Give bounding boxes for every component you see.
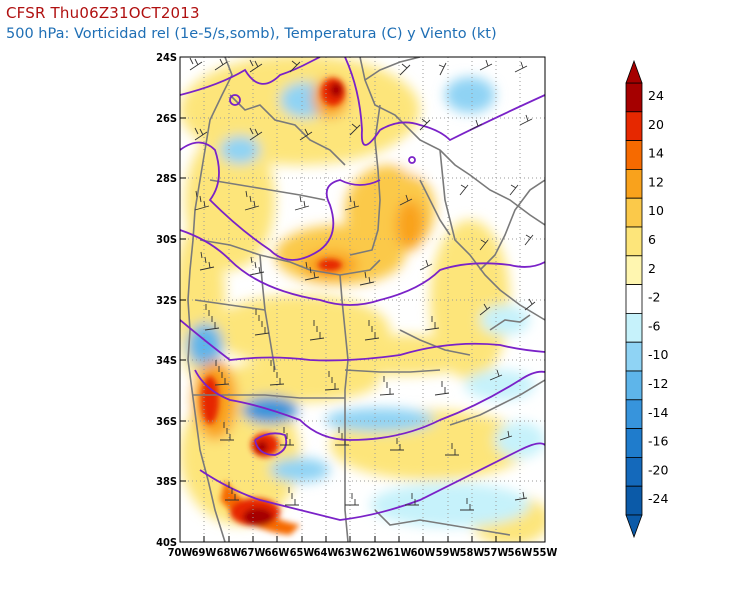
lat-label: 40S <box>156 536 177 549</box>
colorbar-bottom-arrow <box>625 514 643 539</box>
chart-title: CFSR Thu06Z31OCT2013 <box>6 4 200 22</box>
lon-label: 62W <box>363 546 388 559</box>
lat-label: 34S <box>156 354 177 367</box>
lat-label: 28S <box>156 172 177 185</box>
lat-label: 30S <box>156 233 177 246</box>
colorbar: 24 20 14 12 10 6 2 -2 -6 -10 -12 -14 -16 -20 -24 <box>625 59 668 539</box>
boundaries <box>187 57 545 542</box>
lon-label: 70W <box>168 546 193 559</box>
colorbar-swatch <box>625 428 643 458</box>
colorbar-label: 6 <box>648 232 656 247</box>
lat-label: 36S <box>156 415 177 428</box>
colorbar-top-arrow <box>625 59 643 84</box>
colorbar-label: -12 <box>648 376 668 391</box>
colorbar-label: 10 <box>648 203 664 218</box>
colorbar-label: 12 <box>648 174 664 189</box>
colorbar-swatch <box>625 284 643 314</box>
colorbar-swatch <box>625 485 643 516</box>
colorbar-swatch <box>625 111 643 142</box>
lon-label: 57W <box>484 546 509 559</box>
temperature-contours <box>180 57 545 521</box>
lat-label: 24S <box>156 51 177 64</box>
colorbar-label: -24 <box>648 491 668 506</box>
colorbar-label: -14 <box>648 405 668 420</box>
colorbar-swatch <box>625 456 643 487</box>
lon-label: 59W <box>436 546 461 559</box>
lon-label: 61W <box>387 546 412 559</box>
colorbar-label: -16 <box>648 434 668 449</box>
colorbar-label: 20 <box>648 117 664 132</box>
lon-label: 58W <box>460 546 485 559</box>
colorbar-swatch <box>625 197 643 228</box>
lon-label: 68W <box>217 546 242 559</box>
colorbar-swatch <box>625 226 643 257</box>
colorbar-label: 24 <box>648 88 664 103</box>
lon-label: 66W <box>265 546 290 559</box>
lon-label: 69W <box>192 546 217 559</box>
colorbar-label: 14 <box>648 146 664 161</box>
lat-label: 32S <box>156 294 177 307</box>
colorbar-swatch <box>625 82 643 113</box>
colorbar-swatch <box>625 399 643 429</box>
colorbar-swatch <box>625 312 643 343</box>
colorbar-label: -2 <box>648 290 660 305</box>
colorbar-swatch <box>625 168 643 199</box>
axis-ticks <box>179 56 546 543</box>
lon-label: 64W <box>314 546 339 559</box>
lon-label: 67W <box>241 546 266 559</box>
lon-label: 63W <box>338 546 363 559</box>
colorbar-label: 2 <box>648 261 656 276</box>
colorbar-swatch <box>625 255 643 286</box>
colorbar-swatch <box>625 370 643 401</box>
lon-label: 60W <box>411 546 436 559</box>
lat-label: 26S <box>156 112 177 125</box>
wind-barbs <box>189 57 536 511</box>
colorbar-swatch <box>625 341 643 372</box>
colorbar-swatch <box>625 140 643 170</box>
lon-label: 65W <box>290 546 315 559</box>
lon-labels: 70W 69W 68W 67W 66W 65W 64W 63W 62W 61W … <box>168 546 558 559</box>
lon-label: 56W <box>508 546 533 559</box>
lat-label: 38S <box>156 475 177 488</box>
lat-labels: 24S 26S 28S 30S 32S 34S 36S 38S 40S <box>156 51 177 549</box>
grid-lines <box>180 57 545 542</box>
colorbar-label: -10 <box>648 347 668 362</box>
colorbar-label: -20 <box>648 462 668 477</box>
chart-subtitle: 500 hPa: Vorticidad rel (1e-5/s,somb), T… <box>6 26 497 42</box>
lon-label: 55W <box>533 546 558 559</box>
colorbar-label: -6 <box>648 318 661 333</box>
